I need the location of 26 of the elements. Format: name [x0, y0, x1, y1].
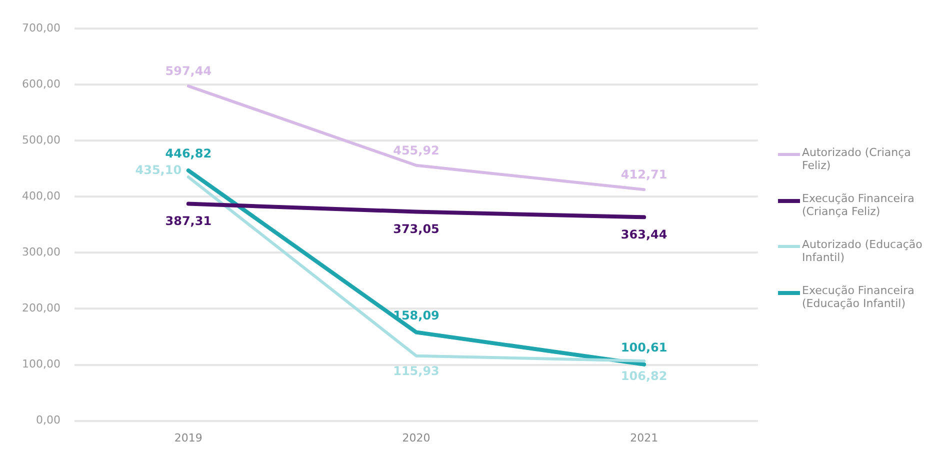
y-tick-label: 200,00 — [22, 302, 60, 315]
data-label: 435,10 — [135, 163, 182, 178]
data-label: 100,61 — [620, 340, 668, 355]
x-tick-label: 2021 — [630, 431, 658, 444]
data-label: 412,71 — [620, 168, 668, 182]
legend-label: Execução Financeira (Criança Feliz) — [802, 192, 916, 218]
y-tick-label: 100,00 — [22, 358, 60, 371]
x-tick-label: 2019 — [174, 431, 202, 444]
data-label: 373,05 — [393, 222, 440, 236]
data-label: 115,93 — [393, 364, 440, 378]
y-tick-label: 300,00 — [22, 246, 60, 259]
data-label: 387,31 — [165, 214, 212, 228]
y-tick-label: 500,00 — [22, 134, 60, 147]
legend-label: Execução Financeira (Educação Infantil) — [802, 284, 916, 310]
data-label: 597,44 — [165, 64, 212, 78]
y-tick-label: 400,00 — [22, 190, 60, 203]
data-label: 455,92 — [393, 143, 440, 158]
y-tick-label: 0,00 — [36, 414, 60, 427]
data-label: 106,82 — [620, 369, 668, 384]
y-tick-label: 700,00 — [22, 21, 60, 34]
x-tick-label: 2020 — [402, 431, 430, 444]
data-label: 446,82 — [165, 146, 212, 161]
legend-label: Autorizado (Educação Infantil) — [802, 238, 924, 264]
legend-label: Autorizado (Criança Feliz) — [802, 146, 912, 172]
y-tick-label: 600,00 — [22, 77, 60, 90]
data-label: 363,44 — [620, 227, 668, 242]
